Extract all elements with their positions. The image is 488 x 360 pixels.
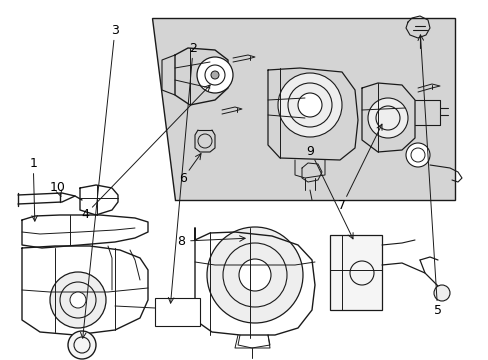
Polygon shape (152, 18, 454, 200)
Circle shape (278, 73, 341, 137)
Circle shape (70, 292, 86, 308)
Text: 10: 10 (50, 181, 65, 194)
Text: 7: 7 (338, 199, 346, 212)
Circle shape (433, 285, 449, 301)
Circle shape (50, 272, 106, 328)
Bar (329, 235, 381, 310)
Circle shape (210, 71, 219, 79)
Circle shape (206, 227, 303, 323)
Circle shape (297, 93, 321, 117)
Text: 9: 9 (306, 145, 314, 158)
Circle shape (367, 98, 407, 138)
Text: 3: 3 (111, 24, 119, 37)
Circle shape (68, 331, 96, 359)
Text: 8: 8 (177, 235, 184, 248)
Circle shape (197, 57, 232, 93)
Text: 5: 5 (433, 304, 441, 317)
Text: 4: 4 (81, 208, 89, 221)
Circle shape (405, 143, 429, 167)
Text: 6: 6 (179, 172, 187, 185)
Text: 2: 2 (189, 42, 197, 55)
Text: 1: 1 (29, 157, 37, 170)
Circle shape (239, 259, 270, 291)
Bar (155, 298, 200, 326)
